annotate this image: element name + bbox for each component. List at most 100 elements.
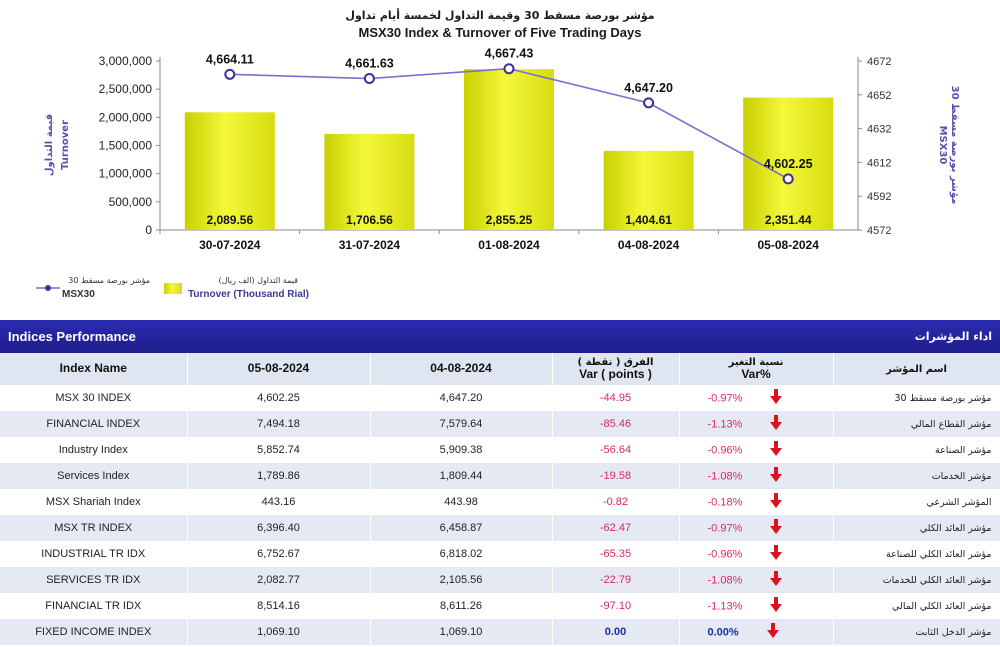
table-body: MSX 30 INDEX 4,602.25 4,647.20 -44.95 -0.97%…	[0, 385, 1000, 645]
turnover-bar	[743, 97, 834, 230]
value-date-2: 443.98	[370, 489, 553, 515]
var-points: 0.00	[552, 619, 680, 645]
var-points-text: -44.95	[599, 392, 632, 404]
var-percent-text: -1.08%	[707, 469, 743, 482]
legend-line-marker	[45, 285, 51, 291]
value-date-1: 6,752.67	[187, 541, 371, 567]
msx30-value-label: 4,602.25	[764, 157, 813, 171]
index-name-text: FINANCIAL INDEX	[46, 418, 141, 430]
msx30-point	[643, 97, 655, 109]
value-date-2-text: 1,069.10	[439, 626, 483, 638]
right-tick-label: 4672	[867, 56, 891, 68]
value-date-2: 1,069.10	[370, 619, 553, 645]
chart-area: مؤشر بورصة مسقط 30 وقيمة التداول لخمسة أ…	[0, 0, 1000, 318]
table-title-ar: اداء المؤشرات	[914, 330, 992, 343]
value-date-1: 7,494.18	[187, 411, 371, 437]
index-name-ar: المؤشر الشرعي	[833, 489, 1000, 515]
legend-line-label: MSX30	[62, 289, 95, 300]
left-tick-label: 1,000,000	[99, 167, 153, 181]
value-date-1-text: 1,789.86	[257, 470, 300, 482]
index-name: SERVICES TR IDX	[0, 567, 188, 593]
var-points-text: -62.47	[599, 522, 632, 534]
value-date-1-text: 1,069.10	[257, 626, 300, 638]
var-percent: -0.96%	[679, 541, 834, 567]
header-date-2: 04-08-2024	[370, 353, 553, 385]
index-name-text: FINANCIAL TR IDX	[45, 600, 142, 612]
var-percent: -0.97%	[679, 385, 834, 411]
index-name: Industry Index	[0, 437, 188, 463]
var-points: -97.10	[552, 593, 680, 619]
index-name-ar-text: مؤشر الخدمات	[931, 470, 992, 482]
index-name-ar: مؤشر العائد الكلي للصناعة	[833, 541, 1000, 567]
value-date-1-text: 8,514.16	[257, 600, 300, 612]
left-tick-label: 2,000,000	[99, 110, 153, 124]
value-date-1: 4,602.25	[187, 385, 371, 411]
index-name-ar-text: مؤشر بورصة مسقط 30	[894, 392, 992, 404]
var-percent: 0.00%	[679, 619, 834, 645]
var-percent-text: -1.08%	[707, 573, 743, 586]
index-name: Services Index	[0, 463, 188, 489]
msx30-value-label: 4,661.63	[345, 57, 394, 71]
var-points-text: -97.10	[599, 600, 632, 612]
index-name-ar: مؤشر الخدمات	[833, 463, 1000, 489]
x-category-label: 30-07-2024	[199, 238, 261, 252]
turnover-bar	[603, 150, 694, 230]
value-date-2-text: 8,611.26	[439, 600, 482, 612]
var-points: -22.79	[552, 567, 680, 593]
var-percent: -1.13%	[679, 593, 834, 619]
x-category-label: 31-07-2024	[339, 238, 401, 252]
var-percent-text: -1.13%	[707, 599, 743, 612]
value-date-1-text: 443.16	[261, 496, 296, 508]
header-index-name: Index Name	[0, 353, 188, 385]
turnover-bar	[184, 112, 275, 230]
index-name: MSX 30 INDEX	[0, 385, 188, 411]
value-date-2: 4,647.20	[370, 385, 553, 411]
header-var-pct: نسبة التغير Var%	[679, 353, 834, 385]
indices-performance-panel: Indices Performance اداء المؤشرات Index …	[0, 320, 1000, 647]
table-row: Services Index 1,789.86 1,809.44 -19.58 -1.0…	[0, 463, 1000, 489]
index-name-text: Industry Index	[58, 444, 128, 456]
chart-title: MSX30 Index & Turnover of Five Trading D…	[359, 25, 642, 40]
down-arrow-icon	[770, 492, 783, 512]
var-points: -19.58	[552, 463, 680, 489]
index-name: INDUSTRIAL TR IDX	[0, 541, 188, 567]
index-name-text: MSX 30 INDEX	[55, 392, 132, 404]
table-row: MSX Shariah Index 443.16 443.98 -0.82 -0.18%…	[0, 489, 1000, 515]
left-tick-label: 1,500,000	[99, 139, 153, 153]
var-percent: -0.18%	[679, 489, 834, 515]
x-category-label: 05-08-2024	[758, 238, 820, 252]
value-date-2: 6,458.87	[370, 515, 553, 541]
right-tick-label: 4612	[867, 157, 891, 169]
index-name-text: Services Index	[57, 470, 130, 482]
value-date-1: 5,852.74	[187, 437, 371, 463]
down-arrow-icon	[770, 388, 783, 408]
right-tick-label: 4652	[867, 90, 891, 102]
turnover-bar	[464, 69, 554, 230]
value-date-1-text: 6,752.67	[257, 548, 300, 560]
index-name-text: FIXED INCOME INDEX	[35, 626, 152, 638]
right-tick-label: 4592	[867, 191, 891, 203]
index-name-text: MSX Shariah Index	[45, 496, 141, 508]
x-category-label: 01-08-2024	[478, 238, 540, 252]
var-percent-text: -0.96%	[707, 443, 743, 456]
value-date-1-text: 4,602.25	[257, 392, 300, 404]
value-date-1: 6,396.40	[187, 515, 371, 541]
header-var-ar: الفرق ( نقطة )	[577, 356, 654, 368]
table-row: MSX TR INDEX 6,396.40 6,458.87 -62.47 -0.97%…	[0, 515, 1000, 541]
msx30-point	[363, 73, 375, 85]
var-percent-text: -0.18%	[707, 495, 743, 508]
index-name: FINANCIAL TR IDX	[0, 593, 188, 619]
value-date-1: 1,069.10	[187, 619, 371, 645]
var-points-text: 0.00	[604, 626, 627, 638]
index-name-ar-text: مؤشر العائد الكلي	[919, 522, 992, 534]
index-name-text: MSX TR INDEX	[54, 522, 133, 534]
value-date-2-text: 2,105.56	[439, 574, 483, 586]
var-percent: -0.96%	[679, 437, 834, 463]
value-date-2: 5,909.38	[370, 437, 553, 463]
bar-value-label: 2,351.44	[765, 213, 812, 227]
right-axis-title-ar: مؤشر بورصة مسقط 30	[949, 86, 960, 205]
header-pct-ar: نسبة التغير	[728, 356, 784, 368]
bar-value-label: 1,404.61	[625, 213, 672, 227]
value-date-2-text: 1,809.44	[439, 470, 483, 482]
down-arrow-icon	[770, 518, 783, 538]
